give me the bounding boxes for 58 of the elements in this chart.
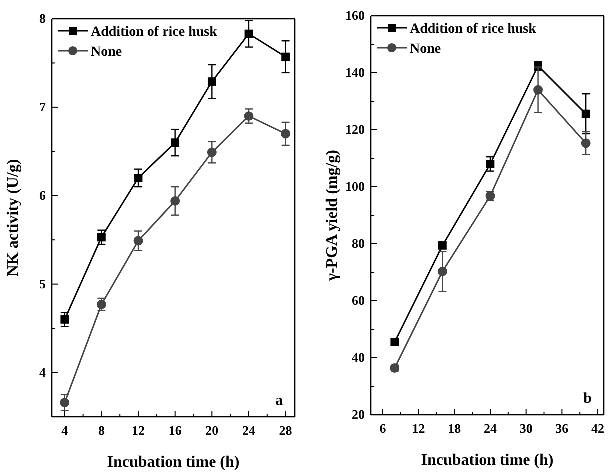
point [208, 78, 216, 86]
annotation: b [584, 391, 592, 407]
y-tick-label: 160 [346, 8, 365, 24]
point [390, 338, 400, 347]
y-tick-label: 120 [346, 122, 365, 138]
x-tick-label: 16 [168, 423, 182, 438]
x-tick-label: 8 [98, 423, 106, 438]
point [438, 242, 447, 250]
y-axis-title: γ-PGA yield (mg/g) [324, 150, 341, 282]
point [170, 196, 180, 206]
point [581, 138, 591, 148]
y-tick-label: 5 [40, 276, 46, 292]
y-tick-label: 8 [40, 11, 46, 26]
point [534, 85, 543, 95]
y-tick-label: 100 [346, 179, 365, 194]
point [60, 398, 70, 408]
legend-label: Addition of rice husk [410, 22, 537, 37]
point [486, 160, 495, 168]
legend-label: Addition of rice husk [91, 25, 218, 40]
point [244, 30, 254, 38]
point [171, 138, 180, 148]
y-tick-label: 60 [352, 293, 365, 308]
x-axis-title: Incubation time (h) [107, 454, 240, 471]
x-tick-label: 36 [556, 421, 570, 436]
legend-label: None [410, 42, 442, 57]
point [438, 266, 448, 276]
y-tick-label: 40 [352, 350, 365, 366]
x-tick-label: 12 [412, 421, 426, 436]
x-tick-label: 4 [62, 423, 69, 438]
x-tick-label: 20 [206, 423, 219, 438]
y-tick-label: 20 [352, 407, 365, 422]
point [134, 236, 144, 246]
point [96, 300, 106, 310]
y-tick-label: 80 [352, 236, 365, 252]
legend-label: None [91, 45, 122, 60]
x-tick-label: 24 [242, 423, 256, 438]
x-tick-label: 6 [380, 421, 387, 436]
x-axis-title: Incubation time (h) [421, 452, 554, 469]
y-tick-label: 7 [40, 100, 46, 115]
point [98, 233, 106, 242]
point [582, 110, 590, 118]
x-tick-label: 18 [448, 421, 462, 436]
x-tick-label: 30 [520, 421, 533, 436]
x-tick-label: 12 [132, 423, 146, 438]
y-tick-label: 6 [40, 188, 46, 204]
point [281, 129, 291, 139]
annotation: a [276, 393, 284, 409]
y-tick-label: 140 [346, 65, 365, 80]
x-tick-label: 24 [484, 421, 498, 436]
x-tick-label: 28 [279, 423, 293, 438]
y-axis-title: NK activity (U/g) [5, 159, 22, 277]
point [60, 316, 70, 324]
y-tick-label: 4 [40, 364, 46, 380]
point [282, 52, 290, 62]
x-tick-label: 42 [592, 421, 605, 436]
point [207, 148, 217, 158]
point [244, 112, 254, 121]
point [134, 174, 143, 182]
